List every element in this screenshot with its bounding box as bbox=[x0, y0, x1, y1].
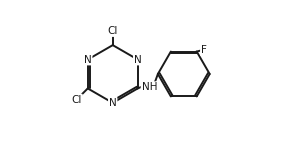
Text: N: N bbox=[109, 98, 117, 108]
Text: Cl: Cl bbox=[108, 26, 118, 36]
Text: NH: NH bbox=[142, 82, 157, 92]
Text: N: N bbox=[134, 55, 142, 65]
Text: F: F bbox=[201, 45, 207, 55]
Text: N: N bbox=[84, 55, 91, 65]
Text: Cl: Cl bbox=[72, 95, 82, 104]
